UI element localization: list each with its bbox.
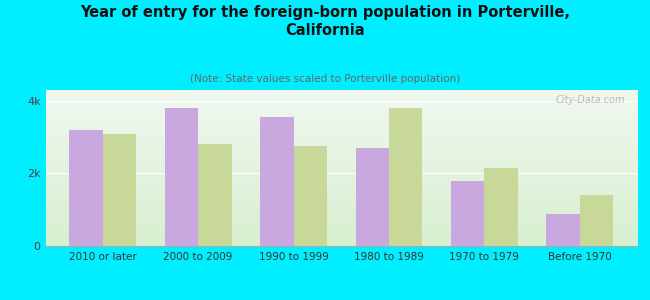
Bar	[198, 144, 231, 246]
Bar	[294, 146, 327, 246]
Bar	[70, 130, 103, 246]
Text: (Note: State values scaled to Porterville population): (Note: State values scaled to Portervill…	[190, 74, 460, 83]
Bar	[260, 117, 294, 246]
Text: City-Data.com: City-Data.com	[556, 95, 625, 105]
Bar	[547, 214, 580, 246]
Bar	[451, 181, 484, 246]
Text: Year of entry for the foreign-born population in Porterville,
California: Year of entry for the foreign-born popul…	[80, 4, 570, 38]
Bar	[484, 168, 518, 246]
Bar	[580, 195, 613, 246]
Bar	[356, 148, 389, 246]
Bar	[103, 134, 136, 246]
Bar	[389, 108, 422, 246]
Bar	[164, 108, 198, 246]
